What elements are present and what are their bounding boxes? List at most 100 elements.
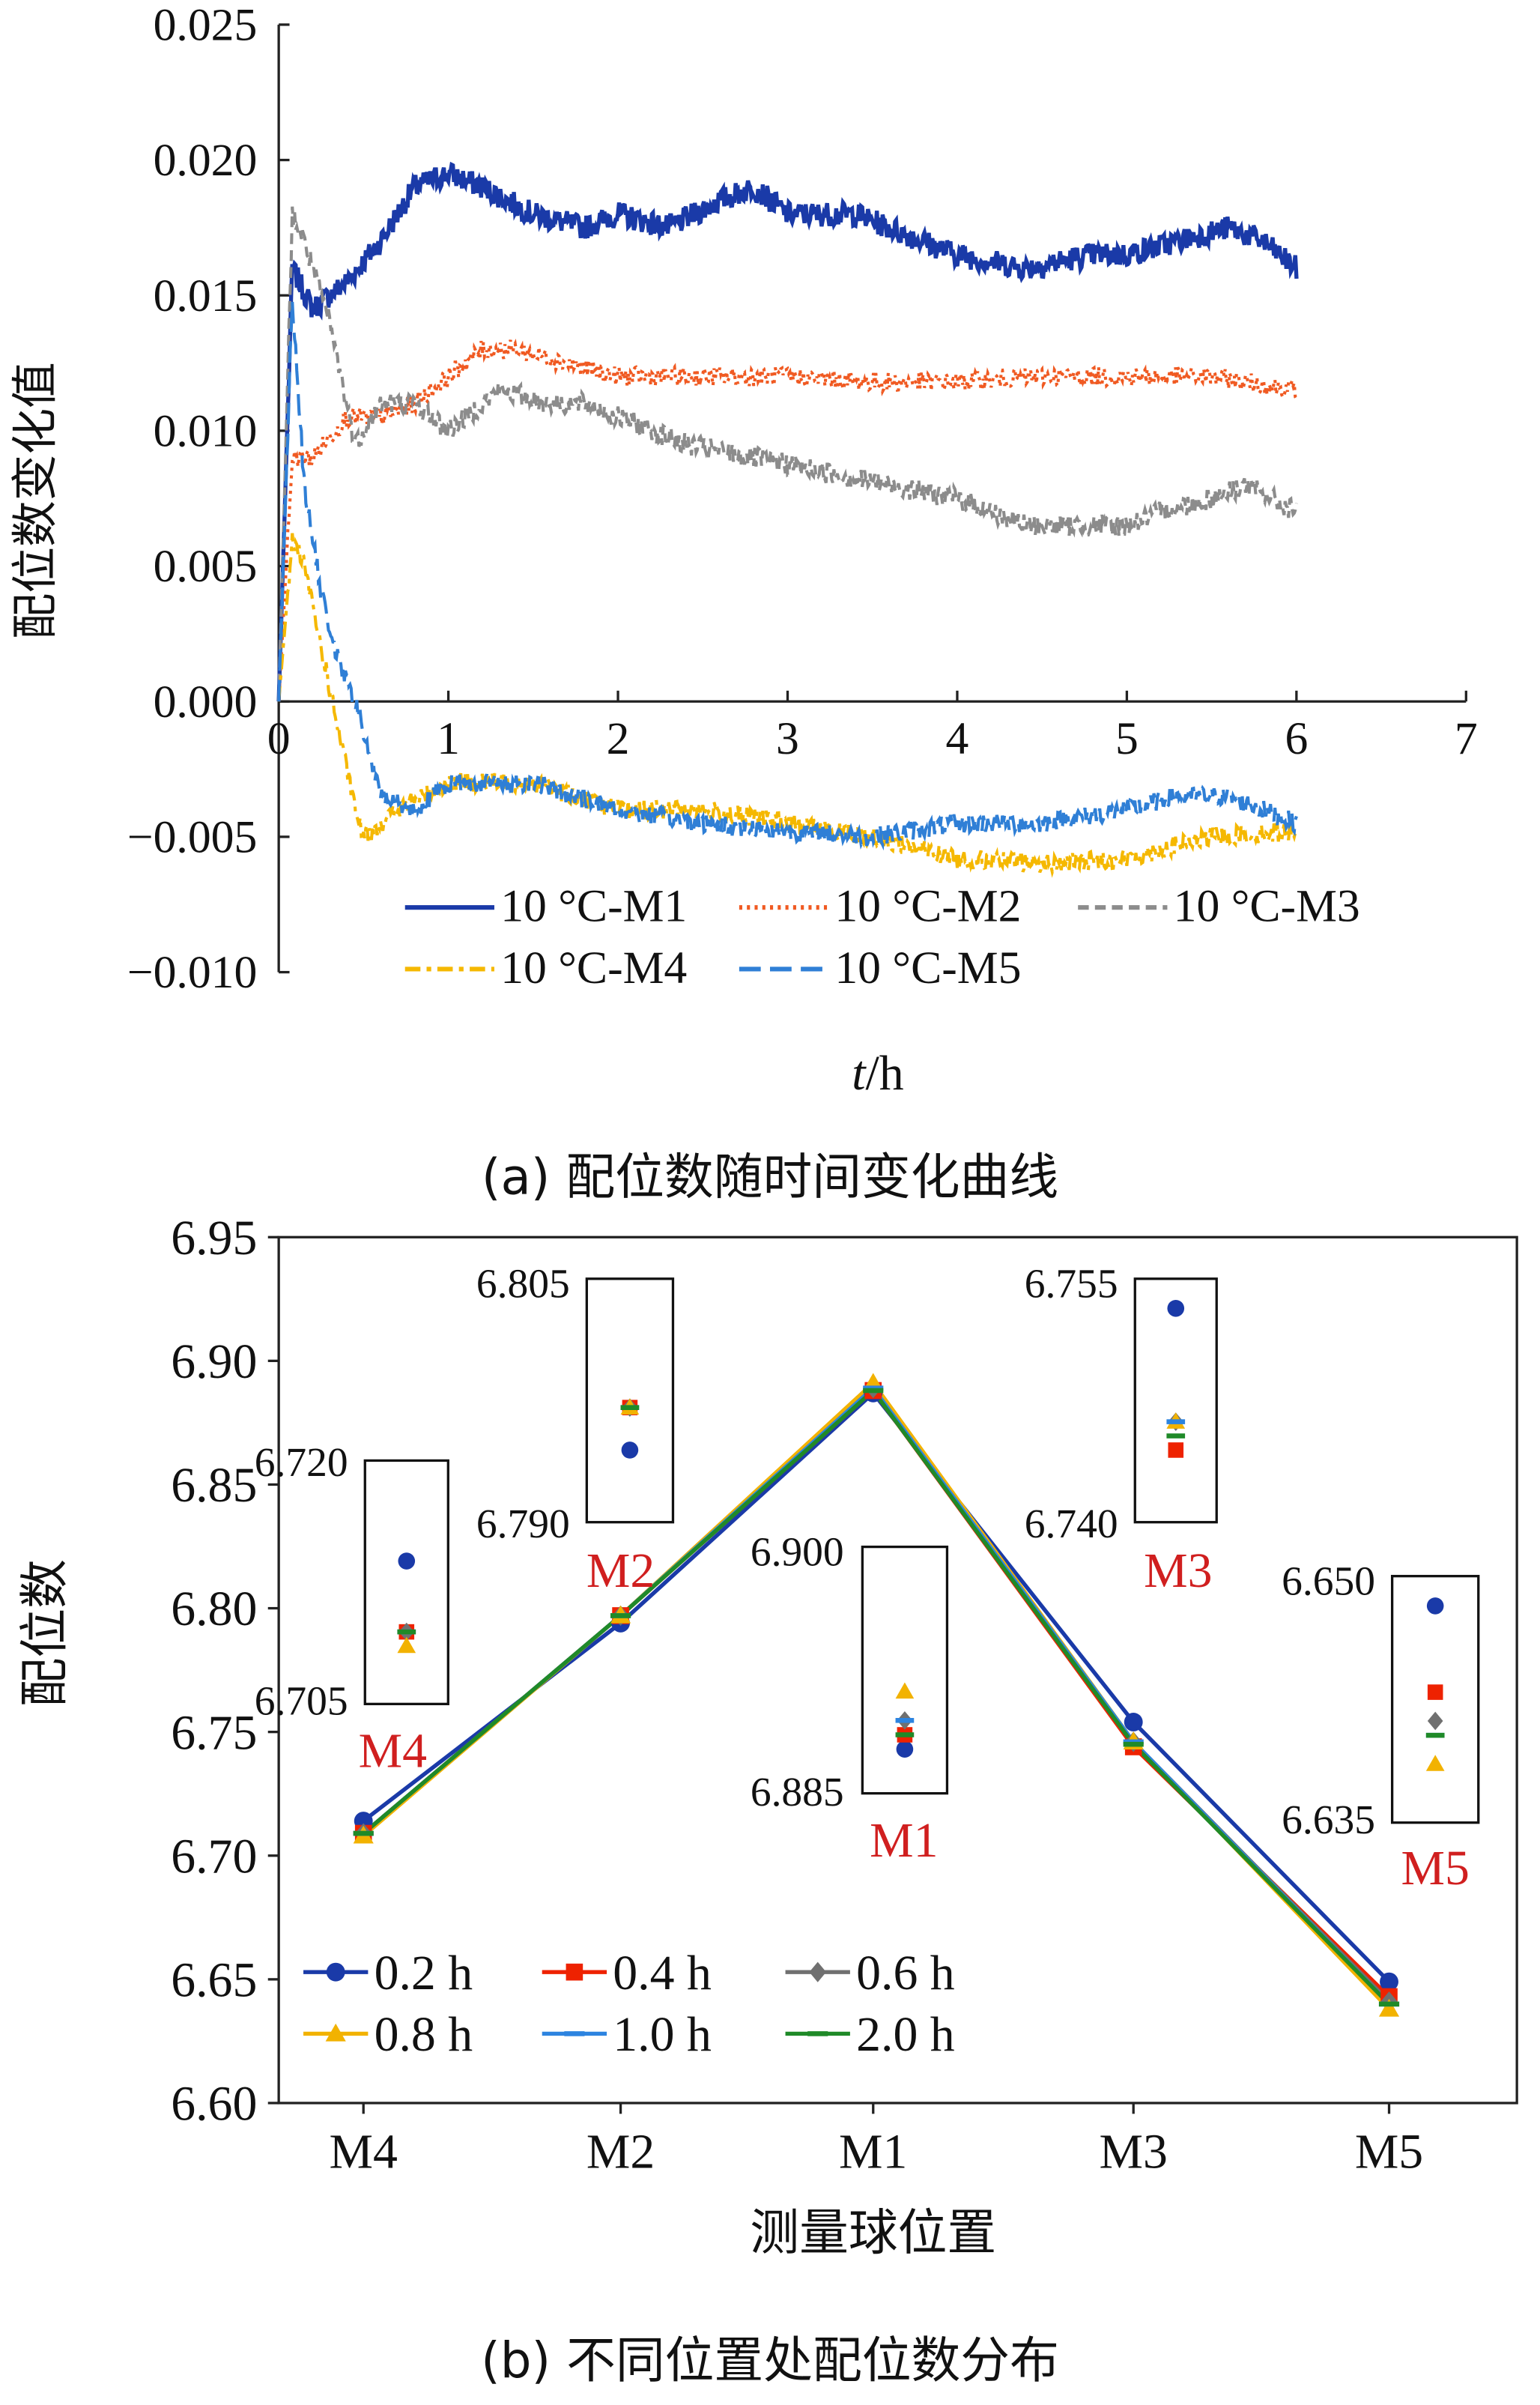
inset-point <box>895 1682 915 1699</box>
inset-point <box>1425 1755 1445 1771</box>
inset-point <box>895 1717 915 1723</box>
legend-label-b: 1.0 h <box>613 2007 712 2062</box>
legend-label-a: 10 °C-M4 <box>500 943 687 993</box>
data-point-b <box>863 1388 884 1394</box>
inset-top-label: 6.720 <box>255 1440 348 1486</box>
inset-point <box>397 1636 416 1654</box>
data-point-b <box>1123 1739 1144 1745</box>
y-tick-label-a: −0.010 <box>127 947 258 998</box>
x-tick-label-b: M5 <box>1355 2124 1423 2179</box>
inset-point <box>895 1732 915 1737</box>
inset-name-label: M2 <box>586 1543 655 1598</box>
inset-name-label: M4 <box>359 1724 427 1779</box>
inset-point <box>1425 1732 1445 1738</box>
series-line-b-0.4h <box>362 1388 1391 1998</box>
x-tick-label-a: 2 <box>607 713 630 764</box>
x-tick-label-a: 6 <box>1285 713 1308 764</box>
y-tick-label-a: 0.025 <box>154 0 258 50</box>
legend-label-a: 10 °C-M3 <box>1174 881 1360 932</box>
x-tick-label-b: M3 <box>1100 2124 1168 2179</box>
inset-bottom-label: 6.740 <box>1025 1501 1118 1547</box>
inset-point <box>1167 1299 1185 1317</box>
y-tick-label-a: 0.010 <box>154 405 258 456</box>
plot-frame-b <box>277 1235 1518 2105</box>
inset-name-label: M5 <box>1401 1841 1470 1896</box>
series-line-b-2.0h <box>362 1388 1391 2006</box>
series-line-a-4 <box>277 533 1298 878</box>
legend-label-a: 10 °C-M5 <box>834 943 1021 993</box>
x-tick-label-a: 0 <box>267 713 291 764</box>
data-point-b <box>863 1385 884 1391</box>
inset-top-label: 6.650 <box>1282 1558 1375 1604</box>
data-point-b <box>1378 1998 1400 2017</box>
series-line-a-2 <box>277 338 1298 702</box>
x-tick-label-a: 7 <box>1455 713 1478 764</box>
x-tick-label-b: M2 <box>586 2124 655 2179</box>
inset-bottom-label: 6.705 <box>255 1679 348 1725</box>
y-tick-label-a: 0.000 <box>154 677 258 727</box>
legend-label-b: 0.8 h <box>375 2007 473 2062</box>
y-tick-label-a: −0.005 <box>127 811 258 862</box>
x-tick-label-a: 4 <box>946 713 969 764</box>
series-line-b-0.6h <box>362 1385 1391 2003</box>
inset-box <box>1133 1277 1218 1524</box>
inset-top-label: 6.805 <box>476 1261 570 1307</box>
legend-label-b: 2.0 h <box>856 2007 955 2062</box>
legend-label-b: 0.2 h <box>375 1946 473 2000</box>
legend-marker-b <box>326 1962 345 1982</box>
x-tick-label-a: 5 <box>1115 713 1139 764</box>
x-tick-label-b: M4 <box>330 2124 398 2179</box>
inset-point <box>1426 1597 1444 1615</box>
chart-a: −0.010 −0.005 0.000 0.005 0.010 0.015 0.020 0.0… <box>8 0 1478 1206</box>
x-axis-label-a: t/h <box>852 1046 904 1101</box>
x-tick-label-a: 1 <box>437 713 460 764</box>
inset-bottom-label: 6.790 <box>476 1501 570 1547</box>
y-tick-label-a: 0.015 <box>154 270 258 321</box>
x-tick-label-b: M1 <box>839 2124 907 2179</box>
inset-top-label: 6.900 <box>751 1529 844 1575</box>
series-line-a-5 <box>277 301 1298 851</box>
inset-box <box>363 1459 449 1705</box>
data-point-b <box>1378 2001 1400 2007</box>
series-line-a-1 <box>276 161 1299 702</box>
inset-box <box>1390 1575 1480 1824</box>
series-line-b-1.0h <box>362 1385 1391 2006</box>
x-tick-label-a: 3 <box>776 713 799 764</box>
inset-point <box>398 1552 416 1570</box>
series-line-b-0.8h <box>362 1380 1391 2011</box>
y-tick-label-b: 6.85 <box>171 1458 257 1513</box>
inset-point <box>896 1740 914 1758</box>
y-tick-label-a: 0.020 <box>154 135 258 186</box>
series-line-a-3 <box>277 206 1298 702</box>
legend-label-b: 0.4 h <box>613 1946 712 2000</box>
inset-bottom-label: 6.885 <box>751 1770 844 1815</box>
y-tick-label-b: 6.75 <box>171 1705 257 1760</box>
caption-b: (b) 不同位置处配位数分布 <box>481 2332 1059 2389</box>
inset-point <box>1166 1419 1186 1424</box>
legend-marker-b <box>325 2023 346 2042</box>
chart-b: 6.60 6.65 6.70 6.75 6.80 6.85 6.90 6.95 M4 M2 M1 M3… <box>16 1211 1518 2389</box>
data-point-b <box>610 1613 631 1618</box>
legend-marker-b <box>564 2031 585 2036</box>
inset-point <box>1166 1433 1186 1439</box>
legend-label-a: 10 °C-M1 <box>500 881 687 932</box>
data-point-b <box>1123 1741 1144 1747</box>
legend-label-a: 10 °C-M2 <box>834 881 1021 932</box>
inset-name-label: M1 <box>870 1813 938 1868</box>
inset-point <box>1427 1684 1443 1700</box>
y-tick-label-b: 6.70 <box>171 1829 257 1884</box>
inset-box <box>585 1277 675 1524</box>
inset-point <box>397 1629 416 1635</box>
y-tick-label-b: 6.95 <box>171 1211 257 1265</box>
caption-a: (a) 配位数随时间变化曲线 <box>482 1149 1058 1206</box>
legend-marker-b <box>809 1961 827 1982</box>
y-tick-label-b: 6.80 <box>171 1582 257 1636</box>
y-axis-label-b: 配位数 <box>16 1559 73 1707</box>
y-tick-label-b: 6.90 <box>171 1334 257 1389</box>
inset-top-label: 6.755 <box>1025 1261 1118 1307</box>
data-point-b <box>1124 1713 1143 1731</box>
x-axis-label-b: 测量球位置 <box>750 2203 996 2261</box>
inset-bottom-label: 6.635 <box>1282 1797 1375 1843</box>
data-point-b <box>1380 1972 1398 1991</box>
